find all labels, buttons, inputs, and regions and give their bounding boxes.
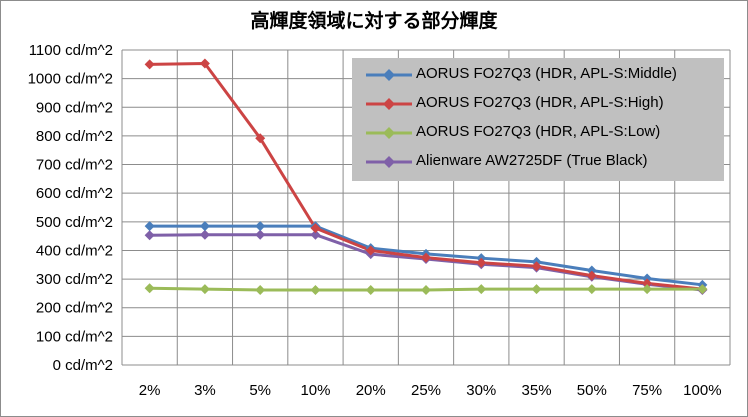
y-tick-label: 1000 cd/m^2: [28, 71, 113, 88]
y-tick-label: 700 cd/m^2: [36, 157, 113, 174]
series-points: [144, 58, 708, 295]
series-2-point: [586, 284, 597, 295]
x-tick-label: 5%: [249, 382, 271, 399]
series-1-point: [255, 133, 266, 144]
legend-swatch-middle: [366, 69, 412, 81]
series-2-point: [255, 284, 266, 295]
series-3-point: [144, 230, 155, 241]
x-tick-label: 3%: [194, 382, 216, 399]
y-tick-label: 0 cd/m^2: [53, 357, 113, 374]
y-tick-label: 900 cd/m^2: [36, 99, 113, 116]
y-tick-label: 300 cd/m^2: [36, 271, 113, 288]
y-tick-label: 500 cd/m^2: [36, 214, 113, 231]
x-axis-labels: 2% 3% 5% 10% 20% 25% 30% 35% 50% 75% 100%: [139, 382, 722, 399]
series-1-point: [310, 223, 321, 234]
y-tick-label: 1100 cd/m^2: [29, 42, 113, 59]
x-tick-label: 10%: [300, 382, 330, 399]
x-tick-label: 30%: [466, 382, 496, 399]
series-2-point: [310, 284, 321, 295]
series-2-point: [697, 284, 708, 295]
x-tick-label: 2%: [139, 382, 161, 399]
series-3-point: [255, 229, 266, 240]
legend: AORUS FO27Q3 (HDR, APL-S:Middle) AORUS F…: [352, 58, 724, 181]
x-tick-label: 20%: [356, 382, 386, 399]
legend-swatch-high: [366, 98, 412, 110]
series-2-point: [421, 284, 431, 295]
series-2-point: [642, 284, 653, 295]
series-2-point: [531, 284, 542, 295]
x-tick-label: 35%: [522, 382, 552, 399]
legend-item-high: AORUS FO27Q3 (HDR, APL-S:High): [352, 93, 724, 115]
y-tick-label: 600 cd/m^2: [36, 185, 113, 202]
series-1-point: [365, 245, 376, 256]
series-1-point: [144, 59, 155, 70]
series-0-point: [586, 265, 597, 276]
series-1-point: [642, 278, 653, 289]
series-2-point: [365, 284, 376, 295]
y-tick-label: 400 cd/m^2: [36, 242, 113, 259]
series-1-point: [476, 257, 487, 268]
y-tick-label: 800 cd/m^2: [36, 128, 113, 145]
x-tick-label: 25%: [411, 382, 441, 399]
series-1-point: [586, 270, 597, 281]
series-3-point: [310, 229, 321, 240]
series-1-point: [531, 261, 542, 272]
legend-label-middle: AORUS FO27Q3 (HDR, APL-S:Middle): [416, 65, 677, 82]
x-tick-label: 75%: [632, 382, 662, 399]
chart-title: 高輝度領域に対する部分輝度: [250, 10, 498, 32]
x-tick-label: 50%: [577, 382, 607, 399]
series-2-point: [476, 284, 487, 295]
legend-label-high: AORUS FO27Q3 (HDR, APL-S:High): [416, 94, 664, 111]
legend-swatch-low: [366, 127, 412, 139]
legend-label-low: AORUS FO27Q3 (HDR, APL-S:Low): [416, 123, 661, 140]
series-0-point: [144, 221, 155, 232]
y-tick-label: 200 cd/m^2: [36, 300, 113, 317]
series-1-point: [199, 58, 210, 69]
legend-item-alienware: Alienware AW2725DF (True Black): [352, 151, 724, 173]
series-3-point: [199, 229, 210, 240]
series-0-point: [255, 221, 266, 232]
legend-item-middle: AORUS FO27Q3 (HDR, APL-S:Middle): [352, 64, 724, 86]
series-1-point: [421, 252, 431, 263]
legend-label-alienware: Alienware AW2725DF (True Black): [416, 152, 648, 169]
series-0-point: [199, 221, 210, 232]
x-tick-label: 100%: [683, 382, 721, 399]
series-2-point: [144, 283, 155, 294]
series-2-point: [199, 284, 210, 295]
y-tick-label: 100 cd/m^2: [36, 328, 113, 345]
y-axis-labels: 0 cd/m^2 100 cd/m^2 200 cd/m^2 300 cd/m^2 40…: [28, 42, 113, 374]
legend-swatch-alienware: [366, 156, 412, 168]
legend-item-low: AORUS FO27Q3 (HDR, APL-S:Low): [352, 122, 724, 144]
